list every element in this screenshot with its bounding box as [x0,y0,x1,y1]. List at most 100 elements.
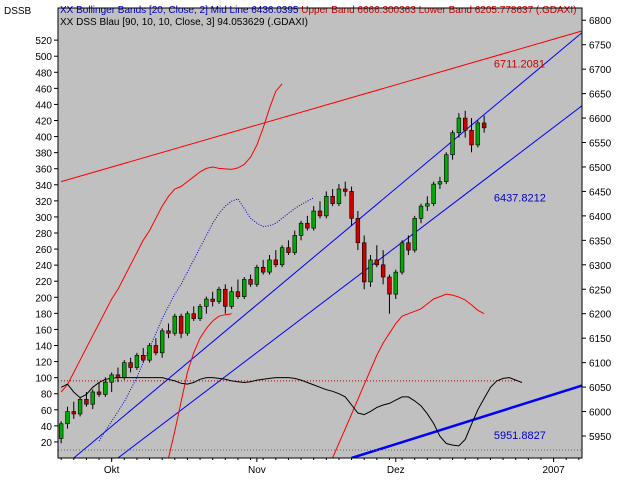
value-annotation: 6437.8212 [494,192,546,204]
lower-bollinger-band [332,293,485,458]
candle-body [267,259,272,273]
right-axis-tick-label: 6450 [589,187,612,198]
candle-body [349,191,354,219]
candle-body [393,271,398,295]
candle-body [418,205,424,219]
left-axis-tick-label: 120 [35,358,52,369]
candle-body [153,345,159,354]
lower-bollinger-band-early [168,313,232,458]
candle-body [450,132,455,156]
left-axis-tick-label: 140 [35,342,52,353]
candle-body [355,218,361,244]
candle-body [368,259,373,283]
candle-body [463,117,468,131]
candle-body [210,298,215,302]
candle-body [235,291,241,297]
left-axis-tick-label: 160 [35,325,52,336]
right-axis-tick-label: 6650 [589,90,612,101]
candle-body [481,122,487,129]
candle-body [469,129,474,146]
left-axis-tick-label: 100 [35,374,52,385]
left-axis-tick-label: 260 [35,245,52,256]
candle-body [279,247,285,266]
candle-body [166,330,171,334]
candle-body [343,188,348,192]
right-axis-tick-label: 6000 [589,408,612,419]
right-axis-tick-label: 6700 [589,65,612,76]
left-axis-tick-label: 520 [35,36,52,47]
candle-body [387,276,392,295]
right-axis-tick-label: 6750 [589,41,612,52]
right-axis-tick-label: 5950 [589,432,612,443]
candle-body [122,362,127,378]
left-axis-tick-label: 280 [35,229,52,240]
candle-body [185,313,190,334]
left-axis-tick-label: 80 [41,390,53,401]
candle-body [103,381,108,395]
legend-line: XX DSS Blau [90, 10, 10, Close, 3] 94.05… [60,17,308,28]
candle-body [71,411,76,415]
left-axis-tick-label: 300 [35,213,52,224]
left-axis-tick-label: 240 [35,261,52,272]
left-axis-tick-label: 440 [35,100,52,111]
candle-body [248,279,253,285]
right-axis-tick-label: 6500 [589,163,612,174]
symbol-label: DSSB [4,6,32,17]
candle-body [178,315,184,334]
candle-body [437,181,443,185]
candle-body [223,288,228,307]
candle-body [90,391,95,405]
legend-text-part: XX Bollinger Bands [20, Close, 2] Mid Li… [60,5,301,16]
candle-body [380,264,386,278]
left-axis-tick-label: 40 [41,422,53,433]
candle-body [425,203,430,207]
candle-body [65,411,70,425]
right-axis-tick-label: 6400 [589,212,612,223]
left-axis-tick-label: 320 [35,197,52,208]
candle-body [58,423,64,439]
candle-body [292,235,297,253]
candle-body [286,247,291,253]
candle-body [260,266,266,273]
candle-body [311,210,316,229]
candle-body [475,122,481,146]
candle-body [77,399,83,415]
candle-body [216,288,222,302]
right-axis-tick-label: 6100 [589,359,612,370]
candle-body [324,196,329,217]
upper-bollinger-band [60,83,283,393]
right-axis-tick-label: 6250 [589,285,612,296]
left-axis-tick-label: 500 [35,52,52,63]
candle-body [115,374,121,378]
candle-body [159,330,165,354]
left-axis-tick-label: 200 [35,293,52,304]
candle-body [96,391,102,395]
right-axis-tick-label: 6300 [589,261,612,272]
left-axis-tick-label: 360 [35,165,52,176]
candle-body [361,242,367,283]
candle-body [336,188,342,204]
x-axis-tick-label: 2007 [542,465,565,476]
plot-border [57,7,583,459]
candle-body [141,354,146,361]
candle-body [456,117,462,134]
candle-body [109,374,114,383]
x-axis-tick-label: Dez [387,465,405,476]
candle-body [242,279,247,297]
candle-body [197,306,203,319]
candle-body [84,399,89,405]
candle-body [229,291,234,307]
candle-body [431,183,436,204]
plot-area [58,8,582,458]
left-axis-tick-label: 380 [35,149,52,160]
trend-line-channel-upper [73,32,582,458]
x-axis-tick-label: Okt [104,465,120,476]
legend-text-part: Upper Band 6666.300363 Lower Band 6205.7… [301,5,576,16]
candle-body [191,313,196,319]
candle-body [128,362,133,368]
value-annotation: 5951.8827 [494,430,546,442]
trend-line-resistance [61,30,582,183]
candle-body [298,222,304,236]
trend-line-channel-lower [117,105,582,458]
